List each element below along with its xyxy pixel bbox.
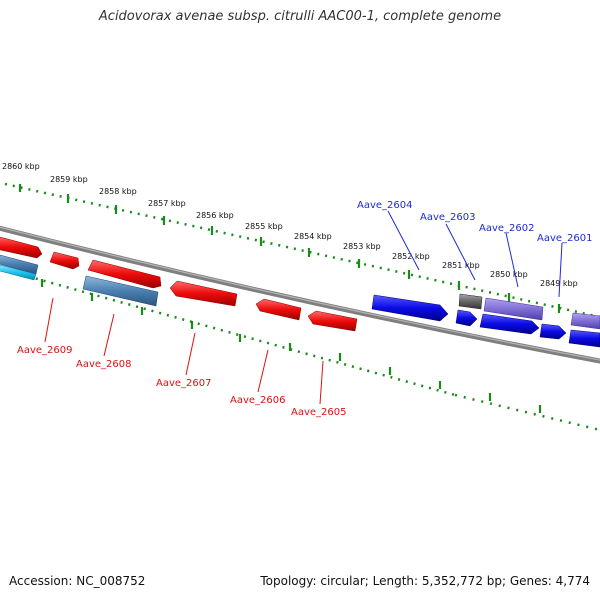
gene-arrow[interactable]	[169, 280, 238, 307]
accession-text: Accession: NC_008752	[9, 574, 146, 588]
forward-gene-labels: Aave_2604 Aave_2603 Aave_2602 Aave_2601	[357, 200, 593, 244]
kbp-label: 2850 kbp	[490, 270, 528, 279]
kbp-ruler-labels: 2860 kbp 2859 kbp 2858 kbp 2857 kbp 2856…	[2, 162, 578, 288]
gene-label[interactable]: Aave_2605	[291, 407, 347, 418]
gene-arrow[interactable]	[539, 323, 567, 340]
gene-arrow[interactable]	[49, 251, 80, 270]
gene-label[interactable]: Aave_2607	[156, 378, 212, 389]
kbp-label: 2849 kbp	[540, 279, 578, 288]
chromosome-backbone-highlight	[0, 226, 600, 361]
kbp-label: 2857 kbp	[148, 199, 186, 208]
gene-label[interactable]: Aave_2604	[357, 200, 413, 211]
kbp-label: 2859 kbp	[50, 175, 88, 184]
gene-label[interactable]: Aave_2602	[479, 223, 535, 234]
kbp-label: 2853 kbp	[343, 242, 381, 251]
kbp-label: 2855 kbp	[245, 222, 283, 231]
kbp-label: 2851 kbp	[442, 261, 480, 270]
gene-arrow[interactable]	[307, 310, 358, 332]
inner-scale-dots-tail	[454, 393, 600, 432]
gene-arrow[interactable]	[0, 264, 37, 281]
gene-arrow[interactable]	[568, 329, 600, 348]
page-title: Acidovorax avenae subsp. citrulli AAC00-…	[98, 9, 502, 24]
gene-label[interactable]: Aave_2601	[537, 233, 593, 244]
forward-strand-genes	[0, 236, 600, 330]
kbp-label: 2860 kbp	[2, 162, 40, 171]
gene-arrow[interactable]	[458, 293, 483, 310]
outer-major-ticks	[18, 184, 561, 313]
kbp-label: 2854 kbp	[294, 232, 332, 241]
inner-major-ticks	[40, 279, 542, 413]
kbp-label: 2852 kbp	[392, 252, 430, 261]
gene-arrow[interactable]	[483, 297, 544, 321]
chromosome-backbone	[0, 225, 600, 364]
gene-arrow[interactable]	[455, 309, 478, 327]
reverse-gene-labels: Aave_2609 Aave_2608 Aave_2607 Aave_2606 …	[17, 345, 347, 418]
gene-arrow[interactable]	[371, 294, 449, 322]
reverse-strand-genes	[0, 254, 600, 348]
kbp-label: 2858 kbp	[99, 187, 137, 196]
gene-label[interactable]: Aave_2609	[17, 345, 73, 356]
gene-arrow[interactable]	[0, 236, 43, 259]
gene-label[interactable]: Aave_2603	[420, 212, 476, 223]
kbp-label: 2856 kbp	[196, 211, 234, 220]
gene-label[interactable]: Aave_2606	[230, 395, 286, 406]
genome-summary-text: Topology: circular; Length: 5,352,772 bp…	[260, 574, 590, 588]
gene-arrow[interactable]	[255, 298, 302, 321]
reverse-gene-leaders	[44, 297, 324, 405]
outer-scale-dots	[4, 182, 600, 319]
gene-arrow[interactable]	[82, 275, 159, 307]
forward-gene-leaders	[387, 210, 563, 298]
inner-scale-dots	[4, 268, 456, 397]
gene-arrow[interactable]	[87, 259, 162, 289]
gene-arrow[interactable]	[479, 313, 540, 335]
gene-label[interactable]: Aave_2608	[76, 359, 132, 370]
gene-arrow[interactable]	[570, 312, 600, 330]
